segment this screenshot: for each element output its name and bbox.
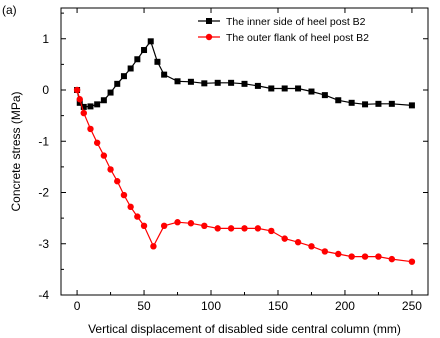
panel-label: (a)	[2, 3, 17, 17]
data-point	[100, 152, 108, 159]
data-point	[268, 85, 275, 92]
data-point	[295, 85, 302, 92]
x-axis-title: Vertical displacement of disabled side c…	[88, 322, 401, 336]
data-point	[100, 97, 107, 104]
y-tick-label: -3	[38, 237, 49, 251]
data-point	[127, 65, 134, 72]
x-tick-label: 200	[335, 299, 355, 313]
data-point	[408, 102, 415, 109]
legend-marker	[205, 33, 213, 41]
data-point	[388, 255, 396, 263]
data-point	[187, 220, 195, 227]
x-tick-label: 0	[74, 299, 81, 313]
legend-label: The outer flank of heel post B2	[226, 32, 369, 44]
legend-label: The inner side of heel post B2	[226, 16, 366, 28]
data-point	[134, 213, 141, 220]
data-point	[87, 125, 94, 133]
data-point	[73, 86, 81, 94]
x-tick-label: 250	[402, 299, 422, 313]
y-tick-label: -2	[38, 186, 49, 200]
data-point	[147, 38, 154, 45]
data-point	[140, 222, 148, 230]
data-point	[241, 225, 248, 232]
plot-layer: 0 50 100 150 200 250 -4 -3 -2 -1 0 1 The inner side …	[38, 7, 429, 313]
y-tick-label: -4	[38, 288, 49, 302]
data-point	[268, 227, 275, 235]
y-tick-label: 1	[42, 32, 49, 46]
data-point	[141, 47, 148, 54]
y-tick-label: 0	[42, 83, 49, 97]
data-point	[80, 109, 87, 117]
data-point	[161, 71, 168, 78]
data-point	[254, 82, 261, 89]
data-point	[94, 101, 101, 108]
data-point	[388, 100, 395, 107]
data-point	[241, 80, 248, 87]
data-point	[227, 225, 235, 232]
data-point	[362, 101, 369, 108]
data-point	[375, 100, 382, 107]
data-point	[408, 258, 416, 265]
data-point	[174, 219, 181, 226]
data-point	[335, 97, 342, 104]
data-point	[201, 80, 208, 87]
data-point	[361, 253, 369, 260]
data-point	[281, 85, 288, 92]
data-point	[201, 222, 208, 230]
series-line	[76, 40, 412, 108]
data-point	[228, 79, 235, 86]
data-point	[321, 248, 329, 255]
data-point	[160, 222, 168, 230]
data-point	[294, 239, 302, 246]
x-tick-label: 150	[268, 299, 288, 313]
data-point	[76, 96, 83, 103]
series-2	[73, 86, 416, 265]
data-point	[308, 88, 315, 95]
data-point	[93, 139, 101, 146]
data-point	[281, 235, 288, 242]
series-line	[76, 89, 412, 263]
legend-marker	[206, 18, 212, 24]
data-point	[114, 178, 121, 185]
data-point	[150, 243, 157, 250]
data-point	[154, 58, 161, 65]
data-point	[214, 79, 221, 86]
data-point	[214, 225, 221, 232]
data-point	[107, 166, 114, 173]
data-point	[348, 253, 355, 260]
data-point	[127, 203, 134, 211]
data-point	[120, 73, 127, 80]
y-axis-title: Concrete stress (MPa)	[9, 91, 23, 211]
data-point	[134, 56, 141, 63]
data-point	[114, 80, 121, 87]
x-tick-label: 100	[201, 299, 221, 313]
data-point	[174, 78, 181, 85]
data-point	[335, 250, 342, 258]
data-point	[120, 191, 128, 199]
x-tick-label: 50	[137, 299, 151, 313]
data-point	[321, 92, 328, 99]
data-point	[308, 243, 315, 250]
data-point	[348, 99, 355, 106]
data-point	[76, 99, 83, 106]
data-point	[375, 253, 382, 260]
y-tick-label: -1	[38, 134, 49, 148]
data-point	[107, 89, 114, 96]
data-point	[80, 103, 87, 110]
legend-item: The inner side of heel post B2	[198, 16, 366, 28]
plot-frame	[60, 7, 429, 296]
data-point	[254, 225, 262, 232]
series-1	[74, 38, 415, 110]
data-point	[187, 78, 194, 85]
legend-item: The outer flank of heel post B2	[198, 32, 369, 44]
data-point	[87, 103, 94, 110]
